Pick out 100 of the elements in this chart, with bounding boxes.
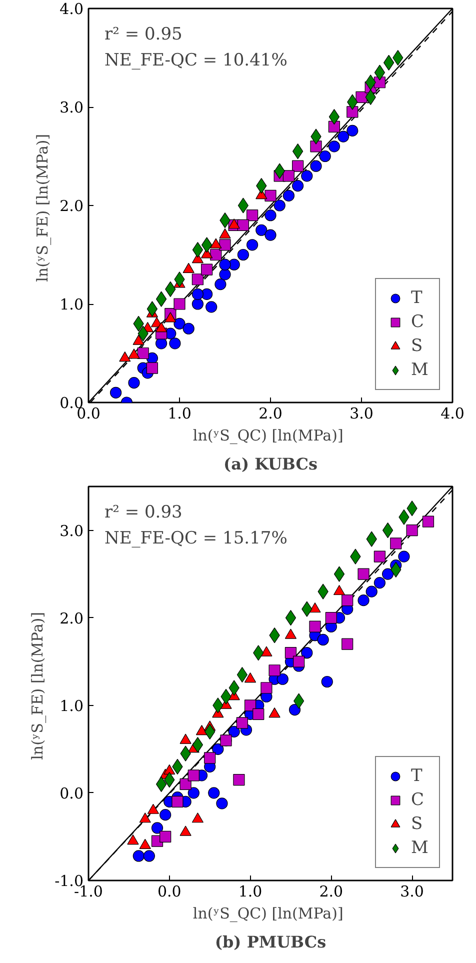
x-tick-label: 1.0: [238, 882, 262, 900]
y-tick-label: 2.0: [60, 197, 84, 215]
point: [310, 160, 322, 172]
point: [288, 704, 301, 716]
point: [284, 628, 297, 639]
legend-label: T: [411, 288, 424, 308]
legend-label: S: [411, 814, 424, 834]
annotation: NE_FE-QC = 10.41%: [104, 50, 288, 70]
y-tick-label: 4.0: [60, 0, 84, 18]
point: [374, 550, 386, 562]
point: [156, 322, 168, 332]
point: [160, 830, 172, 843]
point: [346, 124, 358, 136]
point: [188, 770, 200, 782]
x-tick-label: 0.0: [157, 882, 182, 900]
annotation: r² = 0.95: [104, 24, 182, 44]
legend-label: S: [411, 336, 424, 356]
point: [356, 91, 368, 103]
point: [268, 664, 280, 676]
text: (b) PMUBCs: [214, 932, 326, 952]
point: [366, 586, 378, 598]
legend-label: C: [411, 790, 426, 810]
point: [160, 809, 172, 821]
point: [233, 774, 245, 786]
point: [201, 264, 213, 276]
point: [219, 239, 231, 251]
point: [390, 538, 402, 550]
x-axis-title: ln(ʸS_QC) [ln(MPa)]: [192, 426, 344, 444]
annotation: NE_FE-QC = 15.17%: [104, 528, 288, 548]
point: [192, 288, 204, 300]
point: [172, 796, 184, 808]
point: [208, 787, 220, 799]
x-tick-label: 2.0: [319, 882, 344, 900]
point: [147, 804, 160, 814]
point: [214, 278, 226, 290]
point: [374, 577, 386, 589]
point: [328, 140, 340, 152]
point: [260, 682, 272, 694]
point: [268, 707, 280, 718]
point: [236, 717, 248, 729]
point: [210, 248, 222, 261]
point: [246, 239, 258, 251]
point: [164, 312, 176, 322]
point: [169, 338, 181, 350]
point: [246, 210, 258, 222]
x-tick-label: 2.0: [258, 404, 282, 422]
y-tick-label: 1.0: [60, 696, 84, 715]
point: [346, 106, 358, 118]
point: [216, 798, 228, 810]
point: [338, 130, 350, 142]
point: [139, 812, 151, 823]
point: [382, 568, 394, 580]
point: [174, 298, 186, 310]
y-tick-label: 3.0: [60, 522, 84, 540]
point: [398, 550, 410, 562]
point: [127, 834, 139, 845]
point: [406, 524, 418, 536]
point: [276, 673, 288, 685]
point: [151, 822, 164, 834]
point: [228, 726, 240, 738]
point: [219, 268, 231, 280]
point: [244, 700, 256, 712]
x-tick-label: 1.0: [168, 404, 192, 422]
y-axis-title: ln(ʸS_FE) [ln(MPa)]: [34, 134, 52, 282]
point: [284, 647, 297, 659]
point: [204, 752, 216, 764]
point: [301, 647, 313, 659]
legend-label: M: [411, 360, 430, 380]
point: [309, 602, 321, 613]
point: [188, 787, 200, 799]
point: [325, 612, 337, 624]
y-tick-label: 1.0: [60, 296, 84, 314]
point: [237, 248, 249, 261]
point: [174, 318, 186, 330]
point: [358, 594, 370, 606]
point: [219, 228, 231, 239]
point: [180, 826, 192, 836]
y-tick-label: 0.0: [60, 784, 84, 802]
point: [156, 338, 168, 350]
point: [237, 219, 249, 231]
point: [252, 708, 264, 720]
point: [192, 812, 204, 823]
point: [264, 229, 276, 241]
point: [422, 516, 434, 528]
point: [110, 386, 122, 398]
point: [182, 262, 194, 273]
point: [192, 274, 204, 286]
point: [119, 352, 131, 362]
point: [285, 610, 296, 626]
point: [260, 646, 272, 656]
point: [342, 638, 354, 650]
point: [244, 672, 256, 683]
point: [328, 120, 340, 132]
legend-label: M: [411, 838, 430, 858]
point: [317, 634, 329, 646]
legend-label: C: [411, 312, 426, 332]
point: [164, 764, 176, 775]
point: [146, 362, 158, 374]
point: [264, 210, 276, 222]
y-tick-label: 2.0: [60, 609, 84, 628]
